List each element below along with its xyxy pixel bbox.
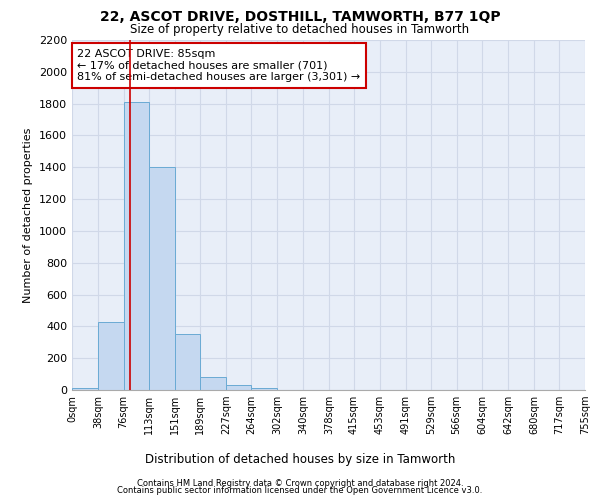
Text: Size of property relative to detached houses in Tamworth: Size of property relative to detached ho… [130,22,470,36]
Bar [124,102,149,390]
Bar [200,378,226,390]
Text: Contains public sector information licensed under the Open Government Licence v3: Contains public sector information licen… [118,486,482,495]
Bar [72,388,98,390]
Y-axis label: Number of detached properties: Number of detached properties [23,128,34,302]
Text: Contains HM Land Registry data © Crown copyright and database right 2024.: Contains HM Land Registry data © Crown c… [137,478,463,488]
Text: 22 ASCOT DRIVE: 85sqm
← 17% of detached houses are smaller (701)
81% of semi-det: 22 ASCOT DRIVE: 85sqm ← 17% of detached … [77,49,361,82]
Bar [251,388,277,390]
Text: Distribution of detached houses by size in Tamworth: Distribution of detached houses by size … [145,452,455,466]
Text: 22, ASCOT DRIVE, DOSTHILL, TAMWORTH, B77 1QP: 22, ASCOT DRIVE, DOSTHILL, TAMWORTH, B77… [100,10,500,24]
Bar [175,334,200,390]
Bar [98,322,124,390]
Bar [226,385,251,390]
Bar [149,168,175,390]
